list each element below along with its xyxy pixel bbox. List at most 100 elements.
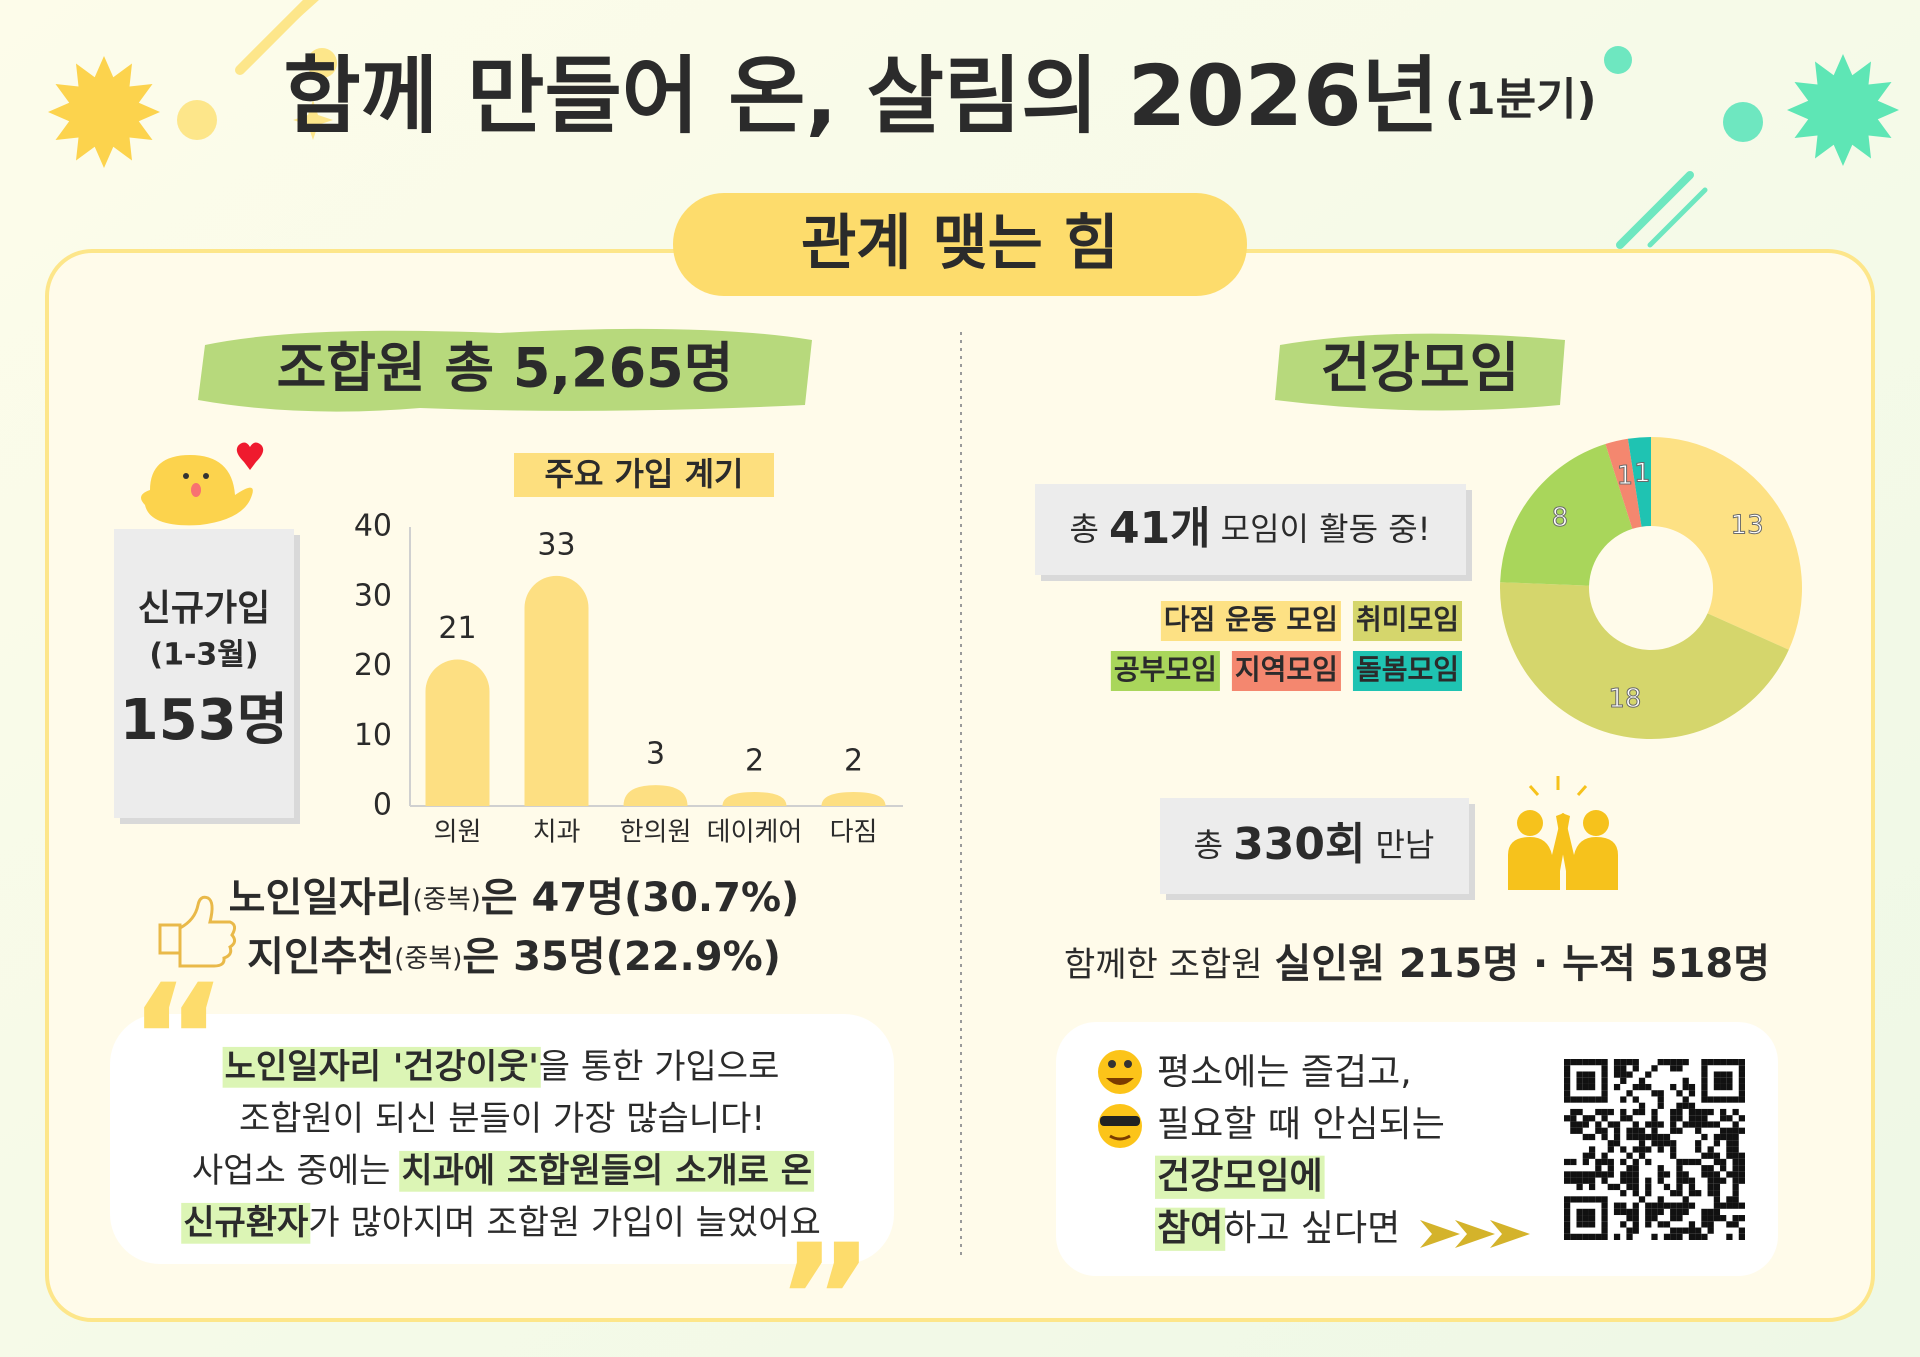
qr-cell	[1682, 1171, 1689, 1178]
qr-cell	[1564, 1196, 1571, 1203]
x-tick-label: 의원	[434, 818, 482, 848]
qr-cell	[1632, 1108, 1639, 1116]
qr-cell	[1676, 1171, 1683, 1178]
qr-cell	[1713, 1083, 1721, 1091]
qr-cell	[1688, 1177, 1696, 1184]
text-segment: 을 통한 가입으로	[539, 1047, 780, 1087]
qr-cell	[1676, 1127, 1683, 1134]
qr-cell	[1663, 1171, 1671, 1178]
qr-cell	[1601, 1090, 1608, 1097]
qr-cell	[1713, 1140, 1721, 1147]
qr-cell	[1626, 1090, 1633, 1097]
qr-cell	[1645, 1202, 1652, 1209]
qr-cell	[1720, 1108, 1727, 1116]
text-segment: 평소에는 즐겁고,	[1157, 1052, 1412, 1093]
qr-cell	[1701, 1208, 1708, 1216]
qr-cell	[1601, 1108, 1608, 1116]
qr-cell	[1601, 1196, 1608, 1203]
decorations	[48, 0, 1899, 249]
qr-cell	[1638, 1127, 1646, 1134]
qr-cell	[1738, 1158, 1745, 1166]
qr-cell	[1738, 1233, 1745, 1240]
qr-cell	[1570, 1233, 1577, 1240]
qr-cell	[1670, 1127, 1677, 1134]
text-segment: 치과에 조합원들의 소개로 온	[401, 1151, 812, 1191]
qr-cell	[1601, 1177, 1608, 1184]
qr-cell	[1695, 1140, 1702, 1147]
qr-cell	[1707, 1171, 1714, 1178]
qr-cell	[1738, 1202, 1745, 1209]
text-line: 사업소 중에는 치과에 조합원들의 소개로 온	[192, 1151, 812, 1191]
qr-cell	[1601, 1221, 1608, 1228]
qr-cell	[1576, 1221, 1583, 1228]
qr-cell	[1688, 1158, 1696, 1166]
value-label: 33	[537, 527, 575, 562]
qr-cell	[1582, 1177, 1589, 1184]
qr-cell	[1620, 1096, 1627, 1103]
y-tick-label: 0	[373, 788, 392, 823]
qr-cell	[1582, 1221, 1589, 1228]
qr-cell	[1638, 1140, 1646, 1147]
qr-cell	[1582, 1096, 1589, 1103]
qr-cell	[1613, 1127, 1621, 1134]
qr-cell	[1632, 1158, 1639, 1166]
qr-cell	[1670, 1108, 1677, 1116]
qr-cell	[1707, 1121, 1714, 1128]
qr-cell	[1676, 1208, 1683, 1216]
qr-cell	[1695, 1108, 1702, 1116]
qr-cell	[1626, 1215, 1633, 1222]
qr-cell	[1576, 1071, 1583, 1078]
qr-cell	[1651, 1090, 1658, 1097]
qr-cell	[1670, 1233, 1677, 1240]
qr-cell	[1588, 1115, 1596, 1122]
qr-cell	[1688, 1227, 1696, 1234]
qr-cell	[1632, 1083, 1639, 1091]
qr-cell	[1564, 1177, 1571, 1184]
qr-cell	[1607, 1171, 1614, 1178]
qr-cell	[1601, 1065, 1608, 1072]
qr-cell	[1663, 1133, 1671, 1141]
count-number: 41개	[1109, 503, 1211, 554]
qr-cell	[1726, 1221, 1733, 1228]
qr-cell	[1576, 1077, 1583, 1084]
bar	[623, 785, 688, 806]
qr-cell	[1713, 1208, 1721, 1216]
qr-cell	[1720, 1096, 1727, 1103]
qr-cell	[1632, 1208, 1639, 1216]
qr-cell	[1670, 1146, 1677, 1153]
members-lead: 함께한 조합원	[1064, 945, 1263, 985]
qr-cell	[1670, 1152, 1677, 1159]
legend-label: 돌봄모임	[1356, 653, 1459, 686]
qr-cell	[1738, 1077, 1745, 1084]
qr-cell	[1701, 1215, 1708, 1222]
qr-cell	[1613, 1059, 1621, 1066]
qr-cell	[1713, 1196, 1721, 1203]
text-line: 평소에는 즐겁고,	[1157, 1052, 1412, 1093]
qr-cell	[1564, 1071, 1571, 1078]
qr-cell	[1738, 1171, 1745, 1178]
qr-cell	[1632, 1177, 1639, 1184]
emoji-icons	[1098, 1050, 1142, 1148]
count-line: 총 41개 모임이 활동 중!	[1070, 503, 1431, 554]
chart-title-box	[514, 453, 774, 497]
qr-cell	[1620, 1059, 1627, 1066]
qr-cell	[1701, 1059, 1708, 1066]
qr-cell	[1732, 1221, 1739, 1228]
high-five-icon	[1508, 776, 1618, 890]
qr-cell	[1657, 1090, 1664, 1097]
qr-cell	[1607, 1121, 1614, 1128]
qr-cell	[1732, 1171, 1739, 1178]
qr-cell	[1657, 1096, 1664, 1103]
donut-slice	[1605, 438, 1642, 529]
qr-cell	[1738, 1215, 1745, 1222]
qr-cell	[1651, 1133, 1658, 1141]
qr-cell	[1601, 1158, 1608, 1166]
count-suffix: 모임이 활동 중!	[1221, 510, 1431, 548]
qr-cell	[1564, 1208, 1571, 1216]
qr-cell	[1632, 1190, 1639, 1197]
qr-cell	[1564, 1083, 1571, 1091]
mascot	[141, 442, 264, 526]
qr-cell	[1595, 1165, 1602, 1172]
qr-cell	[1707, 1146, 1714, 1153]
qr-cell	[1657, 1146, 1664, 1153]
